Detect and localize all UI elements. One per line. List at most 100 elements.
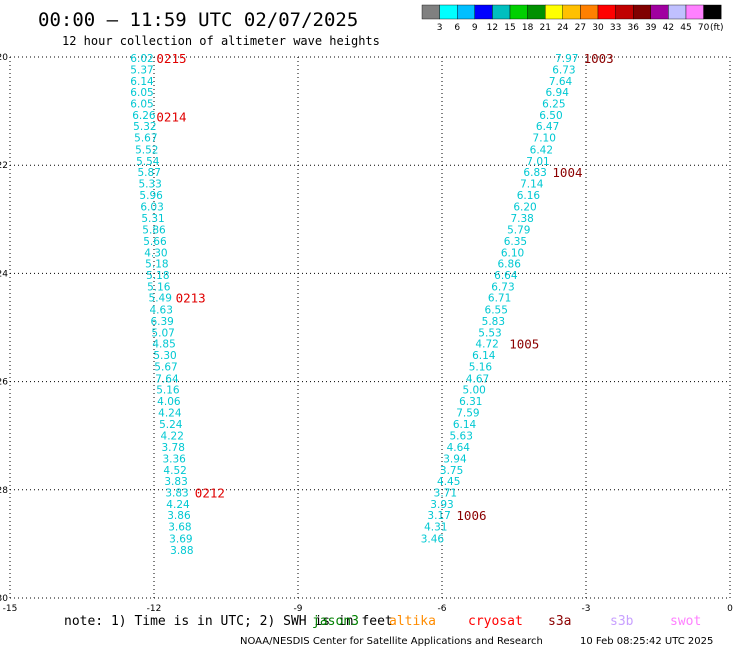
pass-time-label: 0215 (156, 51, 186, 66)
wave-height-point: 4.64 (447, 442, 471, 454)
wave-height-point: 5.49 (149, 293, 172, 305)
x-tick-label: -6 (438, 604, 447, 614)
color-scale-label: 9 (472, 23, 478, 33)
y-tick-label: -28 (0, 486, 8, 496)
y-tick-label: -24 (0, 269, 8, 279)
wave-height-point: 3.75 (440, 465, 463, 477)
wave-height-point: 5.30 (153, 350, 176, 362)
wave-height-point: 7.59 (456, 407, 479, 419)
footer-timestamp: 10 Feb 08:25:42 UTC 2025 (580, 636, 713, 647)
color-scale-label: 39 (645, 23, 657, 33)
wave-height-point: 3.17 (427, 510, 450, 522)
wave-height-point: 5.79 (507, 225, 530, 237)
wave-height-point: 6.73 (491, 281, 514, 293)
wave-height-point: 4.31 (424, 522, 447, 534)
wave-height-point: 6.14 (453, 419, 477, 431)
wave-height-point: 6.02 (130, 53, 153, 65)
wave-height-point: 4.30 (144, 247, 167, 259)
color-swatch (457, 4, 476, 20)
wave-height-point: 6.71 (488, 293, 511, 305)
wave-height-point: 7.01 (526, 156, 549, 168)
wave-height-point: 4.85 (152, 339, 175, 351)
wave-height-point: 6.86 (498, 259, 522, 271)
y-tick-label: -20 (0, 53, 8, 63)
color-scale-label: 3 (437, 23, 443, 33)
pass-time-label: 1006 (456, 508, 486, 523)
color-swatch (633, 4, 652, 20)
wave-height-point: 7.97 (555, 53, 578, 65)
wave-height-point: 4.24 (166, 499, 190, 511)
legend-entry: swot (670, 614, 701, 629)
y-tick-label: -30 (0, 594, 8, 604)
wave-height-point: 5.33 (138, 179, 161, 191)
wave-height-point: 4.45 (437, 476, 460, 488)
pass-time-label: 0212 (195, 486, 225, 501)
color-swatch (527, 4, 546, 20)
color-scale-label: 12 (487, 23, 498, 33)
wave-height-point: 6.39 (150, 316, 173, 328)
wave-height-point: 3.94 (443, 453, 467, 465)
wave-height-point: 4.24 (158, 407, 182, 419)
wave-height-point: 5.07 (151, 327, 174, 339)
x-tick-label: -12 (147, 604, 162, 614)
wave-height-point: 3.86 (167, 510, 191, 522)
wave-height-point: 3.46 (421, 533, 445, 545)
legend-entry: cryosat (468, 614, 523, 629)
wave-height-point: 7.14 (520, 179, 544, 191)
wave-height-point: 3.83 (164, 476, 187, 488)
wave-height-point: 4.67 (466, 373, 489, 385)
wave-height-point: 6.50 (539, 110, 562, 122)
wave-height-point: 6.31 (459, 396, 482, 408)
pass-time-label: 1004 (552, 165, 582, 180)
x-tick-label: -9 (294, 604, 303, 614)
footer-credit: NOAA/NESDIS Center for Satellite Applica… (240, 636, 543, 647)
wave-height-point: 5.31 (141, 213, 164, 225)
wave-height-point: 6.10 (501, 247, 524, 259)
color-scale-label: 15 (504, 23, 515, 33)
wave-height-point: 5.16 (469, 361, 493, 373)
wave-height-point: 6.42 (530, 145, 553, 157)
wave-height-point: 3.93 (430, 499, 453, 511)
color-scale-label: 45 (680, 23, 691, 33)
wave-height-point: 5.67 (154, 361, 177, 373)
wave-height-point: 7.64 (549, 76, 573, 88)
wave-height-point: 6.16 (517, 190, 541, 202)
wave-height-point: 5.96 (139, 190, 163, 202)
chart-subtitle: 12 hour collection of altimeter wave hei… (62, 34, 380, 48)
plot-area: -15-12-9-6-30-20-22-24-26-28-306.025.376… (0, 51, 733, 614)
wave-height-point: 5.16 (147, 281, 171, 293)
wave-height-point: 5.52 (135, 145, 158, 157)
wave-height-point: 5.67 (134, 133, 157, 145)
wave-height-point: 5.86 (142, 225, 166, 237)
color-swatch (668, 4, 687, 20)
wave-height-point: 5.63 (450, 431, 473, 443)
wave-height-point: 5.83 (482, 316, 505, 328)
color-scale-label: 30 (592, 23, 604, 33)
wave-height-point: 5.18 (145, 259, 168, 271)
pass-time-label: 0213 (176, 291, 206, 306)
wave-height-point: 3.36 (162, 453, 186, 465)
wave-height-point: 4.52 (163, 465, 186, 477)
wave-height-point: 6.55 (485, 305, 508, 317)
color-swatch (685, 4, 704, 20)
color-swatch (509, 4, 528, 20)
wave-height-point: 5.37 (130, 64, 153, 76)
wave-height-point: 7.38 (510, 213, 533, 225)
wave-height-point: 5.18 (146, 270, 169, 282)
wave-height-point: 6.26 (132, 110, 156, 122)
x-tick-label: -3 (582, 604, 591, 614)
wave-height-point: 4.63 (150, 305, 173, 317)
wave-height-point: 6.14 (472, 350, 496, 362)
color-swatch (474, 4, 493, 20)
legend-entry: s3b (610, 614, 634, 629)
wave-height-point: 3.69 (169, 533, 192, 545)
color-swatch (492, 4, 511, 20)
color-scale-label: 36 (627, 23, 639, 33)
color-swatch (421, 4, 440, 20)
color-swatch (545, 4, 564, 20)
wave-height-point: 3.71 (434, 488, 457, 500)
wave-height-point: 6.20 (513, 201, 536, 213)
x-tick-label: 0 (727, 604, 733, 614)
color-swatch (703, 4, 722, 20)
